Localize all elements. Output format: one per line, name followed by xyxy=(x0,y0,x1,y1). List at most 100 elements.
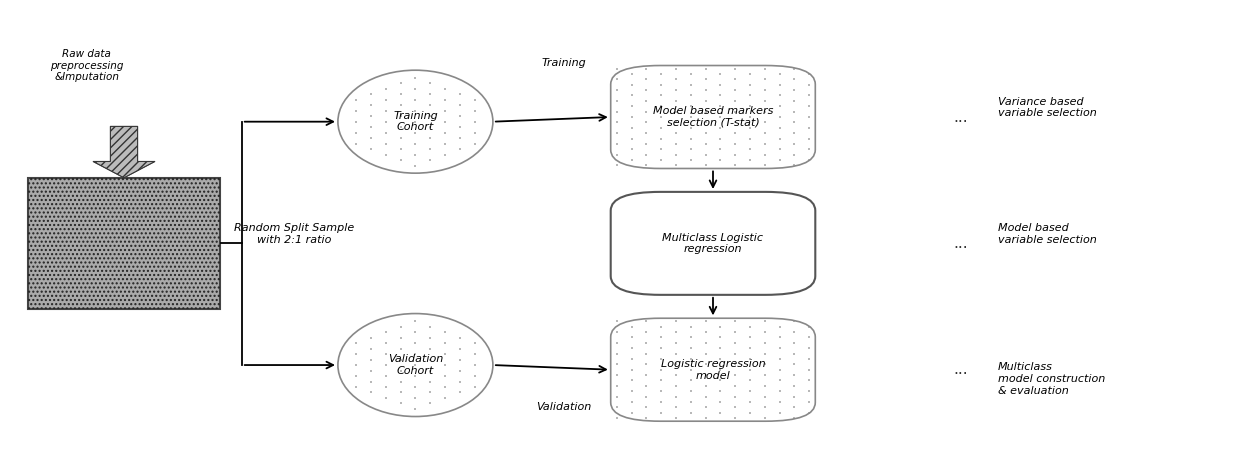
Point xyxy=(785,393,805,400)
Point xyxy=(405,372,425,380)
Point xyxy=(420,90,440,98)
Point xyxy=(740,344,760,352)
Point xyxy=(465,339,485,347)
Point xyxy=(450,389,470,396)
Point xyxy=(740,92,760,99)
Point xyxy=(420,80,440,87)
Point xyxy=(420,112,440,120)
Point xyxy=(361,345,381,352)
Point xyxy=(785,371,805,379)
Point xyxy=(711,323,730,330)
Point xyxy=(725,339,745,347)
Point xyxy=(391,400,410,407)
Point xyxy=(696,371,715,379)
Point xyxy=(606,339,626,347)
Point xyxy=(785,329,805,336)
Point xyxy=(681,388,701,395)
Point xyxy=(725,318,745,325)
Point xyxy=(636,108,656,116)
Point xyxy=(651,355,671,363)
Point xyxy=(770,135,790,142)
Point xyxy=(465,129,485,136)
Point xyxy=(405,96,425,103)
Point xyxy=(755,65,775,73)
Point xyxy=(740,388,760,395)
Point xyxy=(621,409,641,417)
Point xyxy=(755,161,775,169)
Point xyxy=(755,382,775,389)
Point xyxy=(770,366,790,373)
Point xyxy=(606,65,626,73)
Point xyxy=(606,108,626,116)
Point xyxy=(681,156,701,164)
Point xyxy=(391,146,410,153)
Text: Training
Cohort: Training Cohort xyxy=(393,111,438,132)
Point xyxy=(800,334,820,341)
Point xyxy=(405,394,425,402)
Text: Logistic regression
model: Logistic regression model xyxy=(661,359,765,380)
Point xyxy=(725,403,745,411)
Point xyxy=(725,350,745,358)
Point xyxy=(711,334,730,341)
Point xyxy=(666,329,686,336)
Point xyxy=(725,361,745,368)
Point xyxy=(666,76,686,83)
Point xyxy=(621,334,641,341)
Point xyxy=(800,355,820,363)
Point xyxy=(681,113,701,121)
Point xyxy=(785,361,805,368)
Point xyxy=(725,382,745,389)
Point xyxy=(651,323,671,330)
Point xyxy=(636,329,656,336)
Point xyxy=(405,405,425,413)
Point xyxy=(711,344,730,352)
Point xyxy=(346,140,366,147)
Text: Validation: Validation xyxy=(537,402,591,412)
Point xyxy=(770,398,790,406)
Point xyxy=(606,393,626,400)
Point xyxy=(725,393,745,400)
Point xyxy=(651,156,671,164)
Point xyxy=(711,377,730,384)
Point xyxy=(450,134,470,142)
Point xyxy=(696,361,715,368)
Bar xyxy=(29,178,219,309)
Point xyxy=(711,92,730,99)
Point xyxy=(740,334,760,341)
Point xyxy=(651,102,671,110)
Point xyxy=(785,140,805,147)
Point xyxy=(696,339,715,347)
Point xyxy=(785,108,805,116)
Text: Validation
Cohort: Validation Cohort xyxy=(388,354,443,376)
Point xyxy=(376,118,396,125)
Point xyxy=(450,356,470,363)
Point xyxy=(666,161,686,169)
Point xyxy=(621,92,641,99)
Point xyxy=(636,65,656,73)
Point xyxy=(346,118,366,125)
Point xyxy=(391,124,410,131)
Point xyxy=(725,140,745,147)
Point xyxy=(785,76,805,83)
Point xyxy=(770,113,790,121)
Point xyxy=(606,151,626,158)
Point xyxy=(711,70,730,78)
Point xyxy=(376,129,396,136)
Point xyxy=(785,318,805,325)
Point xyxy=(651,377,671,384)
Point xyxy=(681,70,701,78)
Point xyxy=(800,323,820,330)
Point xyxy=(346,351,366,358)
Point xyxy=(711,81,730,88)
Point xyxy=(606,118,626,126)
Point xyxy=(770,146,790,153)
Point xyxy=(755,76,775,83)
Point xyxy=(681,146,701,153)
Point xyxy=(376,351,396,358)
Point xyxy=(711,156,730,164)
Point xyxy=(785,65,805,73)
Point xyxy=(361,134,381,142)
Point xyxy=(405,118,425,125)
Point xyxy=(755,140,775,147)
Point xyxy=(651,92,671,99)
